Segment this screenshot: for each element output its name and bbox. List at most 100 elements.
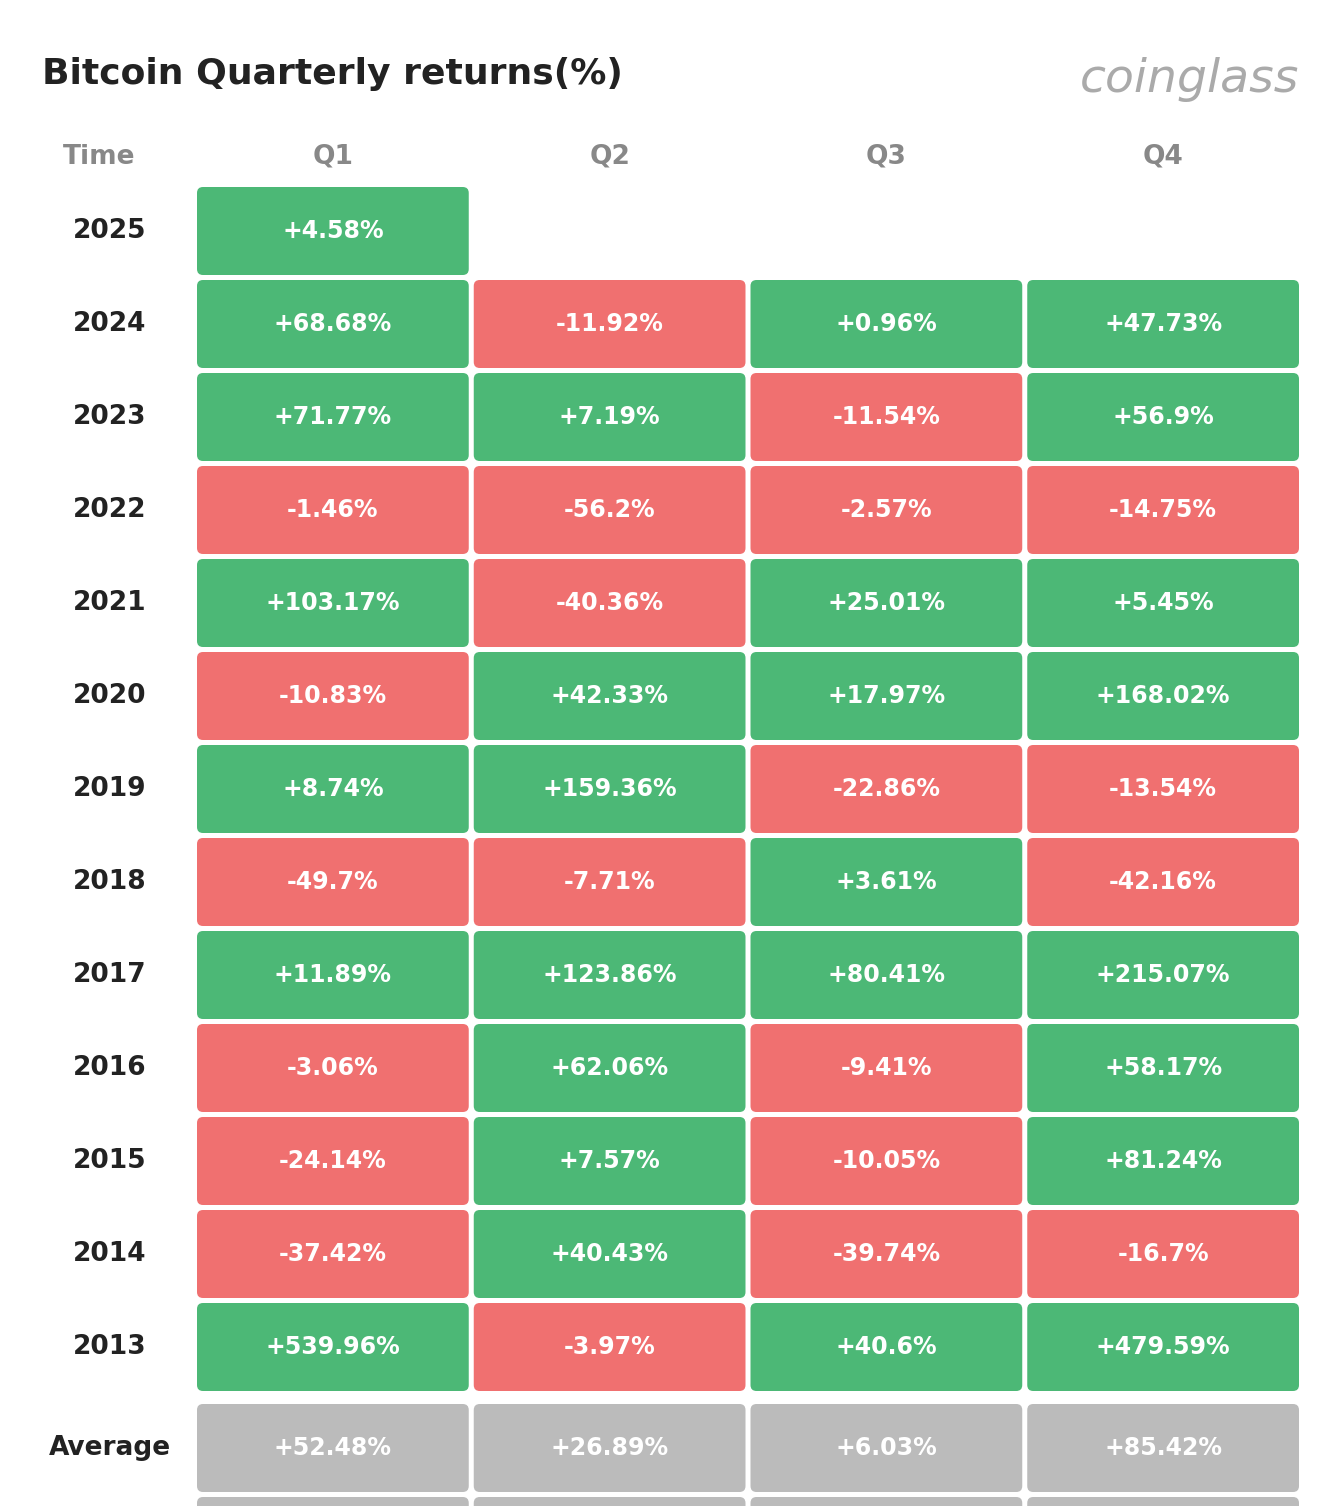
FancyBboxPatch shape: [1027, 280, 1299, 367]
Text: coinglass: coinglass: [1080, 57, 1299, 102]
FancyBboxPatch shape: [751, 1117, 1022, 1205]
Text: +68.68%: +68.68%: [274, 312, 392, 336]
FancyBboxPatch shape: [197, 1117, 469, 1205]
FancyBboxPatch shape: [197, 1209, 469, 1298]
Text: +42.33%: +42.33%: [551, 684, 669, 708]
Text: +25.01%: +25.01%: [827, 590, 945, 614]
Text: +215.07%: +215.07%: [1096, 962, 1231, 986]
Text: -3.06%: -3.06%: [287, 1056, 378, 1080]
FancyBboxPatch shape: [751, 1024, 1022, 1111]
Text: -1.46%: -1.46%: [287, 498, 378, 523]
FancyBboxPatch shape: [1027, 652, 1299, 739]
FancyBboxPatch shape: [197, 837, 469, 926]
FancyBboxPatch shape: [751, 280, 1022, 367]
Text: -10.05%: -10.05%: [833, 1149, 940, 1173]
FancyBboxPatch shape: [751, 1497, 1022, 1506]
FancyBboxPatch shape: [751, 745, 1022, 833]
Text: +26.89%: +26.89%: [551, 1437, 669, 1459]
Text: +85.42%: +85.42%: [1104, 1437, 1222, 1459]
Text: +5.45%: +5.45%: [1112, 590, 1214, 614]
Text: -56.2%: -56.2%: [563, 498, 656, 523]
Text: +52.48%: +52.48%: [274, 1437, 392, 1459]
FancyBboxPatch shape: [197, 1303, 469, 1392]
Text: 2014: 2014: [72, 1241, 146, 1267]
Text: -42.16%: -42.16%: [1109, 870, 1218, 895]
Text: 2023: 2023: [72, 404, 146, 431]
Text: Q3: Q3: [866, 143, 907, 170]
FancyBboxPatch shape: [1027, 373, 1299, 461]
FancyBboxPatch shape: [473, 745, 746, 833]
FancyBboxPatch shape: [197, 652, 469, 739]
FancyBboxPatch shape: [197, 187, 469, 276]
FancyBboxPatch shape: [1027, 559, 1299, 648]
Text: -13.54%: -13.54%: [1109, 777, 1218, 801]
Text: +0.96%: +0.96%: [835, 312, 937, 336]
Text: Q4: Q4: [1143, 143, 1184, 170]
FancyBboxPatch shape: [197, 465, 469, 554]
FancyBboxPatch shape: [751, 652, 1022, 739]
FancyBboxPatch shape: [197, 1404, 469, 1492]
Text: +17.97%: +17.97%: [827, 684, 945, 708]
Text: 2019: 2019: [72, 776, 146, 803]
Text: Time: Time: [63, 143, 135, 170]
FancyBboxPatch shape: [1027, 1303, 1299, 1392]
Text: 2015: 2015: [72, 1148, 146, 1175]
Text: 2025: 2025: [72, 218, 146, 244]
Text: +6.03%: +6.03%: [835, 1437, 937, 1459]
Text: +40.6%: +40.6%: [835, 1334, 937, 1358]
Text: -10.83%: -10.83%: [279, 684, 388, 708]
Text: 2018: 2018: [72, 869, 146, 895]
Text: -40.36%: -40.36%: [555, 590, 664, 614]
FancyBboxPatch shape: [1027, 1404, 1299, 1492]
FancyBboxPatch shape: [197, 745, 469, 833]
FancyBboxPatch shape: [1027, 1497, 1299, 1506]
FancyBboxPatch shape: [473, 1303, 746, 1392]
Text: +3.61%: +3.61%: [835, 870, 937, 895]
FancyBboxPatch shape: [473, 931, 746, 1020]
Text: 2020: 2020: [72, 684, 146, 709]
FancyBboxPatch shape: [473, 373, 746, 461]
Text: -39.74%: -39.74%: [833, 1242, 940, 1267]
Text: +103.17%: +103.17%: [266, 590, 400, 614]
FancyBboxPatch shape: [751, 1303, 1022, 1392]
Text: +62.06%: +62.06%: [551, 1056, 669, 1080]
FancyBboxPatch shape: [1027, 465, 1299, 554]
Text: -37.42%: -37.42%: [279, 1242, 386, 1267]
FancyBboxPatch shape: [1027, 745, 1299, 833]
Text: -9.41%: -9.41%: [841, 1056, 932, 1080]
Text: 2016: 2016: [72, 1056, 146, 1081]
Text: +4.58%: +4.58%: [282, 218, 384, 242]
Text: +479.59%: +479.59%: [1096, 1334, 1231, 1358]
Text: +47.73%: +47.73%: [1104, 312, 1222, 336]
Text: +7.57%: +7.57%: [559, 1149, 661, 1173]
Text: -14.75%: -14.75%: [1109, 498, 1218, 523]
Text: +80.41%: +80.41%: [827, 962, 945, 986]
Text: -2.57%: -2.57%: [841, 498, 932, 523]
Text: Q1: Q1: [312, 143, 354, 170]
Text: +81.24%: +81.24%: [1104, 1149, 1222, 1173]
FancyBboxPatch shape: [473, 1024, 746, 1111]
Text: -24.14%: -24.14%: [279, 1149, 386, 1173]
Text: 2021: 2021: [72, 590, 146, 616]
Text: -49.7%: -49.7%: [287, 870, 378, 895]
Text: 2024: 2024: [72, 312, 146, 337]
Text: Bitcoin Quarterly returns(%): Bitcoin Quarterly returns(%): [42, 57, 622, 90]
Text: -7.71%: -7.71%: [563, 870, 656, 895]
Text: 2022: 2022: [72, 497, 146, 523]
Text: -11.92%: -11.92%: [555, 312, 664, 336]
Text: +7.19%: +7.19%: [559, 405, 660, 429]
FancyBboxPatch shape: [1027, 837, 1299, 926]
FancyBboxPatch shape: [751, 465, 1022, 554]
FancyBboxPatch shape: [751, 373, 1022, 461]
Text: +539.96%: +539.96%: [266, 1334, 400, 1358]
FancyBboxPatch shape: [197, 280, 469, 367]
FancyBboxPatch shape: [197, 931, 469, 1020]
Text: 2013: 2013: [72, 1334, 146, 1360]
Text: 2017: 2017: [72, 962, 146, 988]
Text: +11.89%: +11.89%: [274, 962, 392, 986]
FancyBboxPatch shape: [473, 465, 746, 554]
FancyBboxPatch shape: [197, 373, 469, 461]
Text: +71.77%: +71.77%: [274, 405, 392, 429]
Text: -11.54%: -11.54%: [833, 405, 940, 429]
FancyBboxPatch shape: [197, 559, 469, 648]
